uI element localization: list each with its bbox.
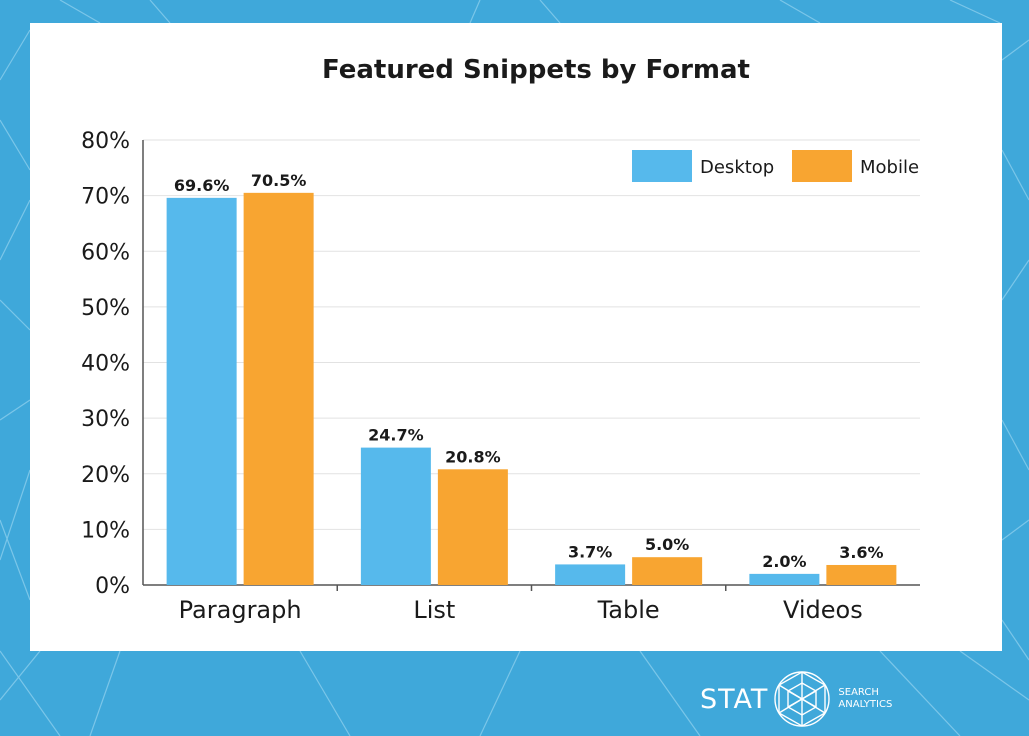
y-tick-label: 30% bbox=[81, 407, 130, 432]
data-label: 20.8% bbox=[445, 447, 501, 466]
y-tick-label: 0% bbox=[95, 574, 130, 599]
bar-chart: Featured Snippets by Format 0% 10% 20% 30% 40… bbox=[81, 55, 920, 624]
legend-label-desktop: Desktop bbox=[700, 157, 774, 178]
y-tick-label: 50% bbox=[81, 296, 130, 321]
data-label: 3.6% bbox=[839, 543, 883, 562]
geodesic-globe-icon bbox=[774, 671, 831, 727]
bar-desktop bbox=[166, 197, 237, 585]
brand-wordmark: STAT bbox=[700, 683, 769, 715]
legend-swatch-desktop bbox=[632, 150, 692, 182]
brand-tagline: SEARCH ANALYTICS bbox=[838, 687, 892, 711]
x-tick-label: Table bbox=[597, 596, 660, 624]
data-label: 3.7% bbox=[568, 542, 612, 561]
chart-card: Featured Snippets by Format 0% 10% 20% 30% 40… bbox=[30, 23, 1002, 651]
x-tick-label: Paragraph bbox=[179, 596, 302, 624]
brand-tagline-line2: ANALYTICS bbox=[838, 699, 893, 710]
bar-desktop bbox=[360, 447, 431, 585]
data-label: 69.6% bbox=[174, 176, 230, 195]
brand-tagline-line1: SEARCH bbox=[838, 687, 879, 698]
data-label: 5.0% bbox=[645, 535, 689, 554]
data-label: 70.5% bbox=[251, 171, 307, 190]
data-label: 24.7% bbox=[368, 426, 424, 445]
y-tick-label: 70% bbox=[81, 185, 130, 210]
y-tick-label: 60% bbox=[81, 240, 130, 265]
chart-title: Featured Snippets by Format bbox=[322, 55, 750, 85]
bar-desktop bbox=[749, 573, 820, 585]
data-label: 2.0% bbox=[762, 552, 806, 571]
y-tick-label: 80% bbox=[81, 129, 130, 154]
y-tick-label: 20% bbox=[81, 463, 130, 488]
y-tick-label: 10% bbox=[81, 518, 130, 543]
x-tick-label: Videos bbox=[783, 596, 863, 624]
bar-mobile bbox=[243, 192, 314, 585]
y-tick-label: 40% bbox=[81, 352, 130, 377]
bar-mobile bbox=[632, 557, 703, 585]
brand-logo: STAT SEARCH ANALYTICS bbox=[700, 668, 892, 730]
x-tick-label: List bbox=[413, 596, 455, 624]
legend-label-mobile: Mobile bbox=[860, 157, 919, 178]
bar-mobile bbox=[826, 564, 897, 585]
bar-desktop bbox=[555, 564, 626, 585]
bar-mobile bbox=[437, 469, 508, 585]
legend-swatch-mobile bbox=[792, 150, 852, 182]
